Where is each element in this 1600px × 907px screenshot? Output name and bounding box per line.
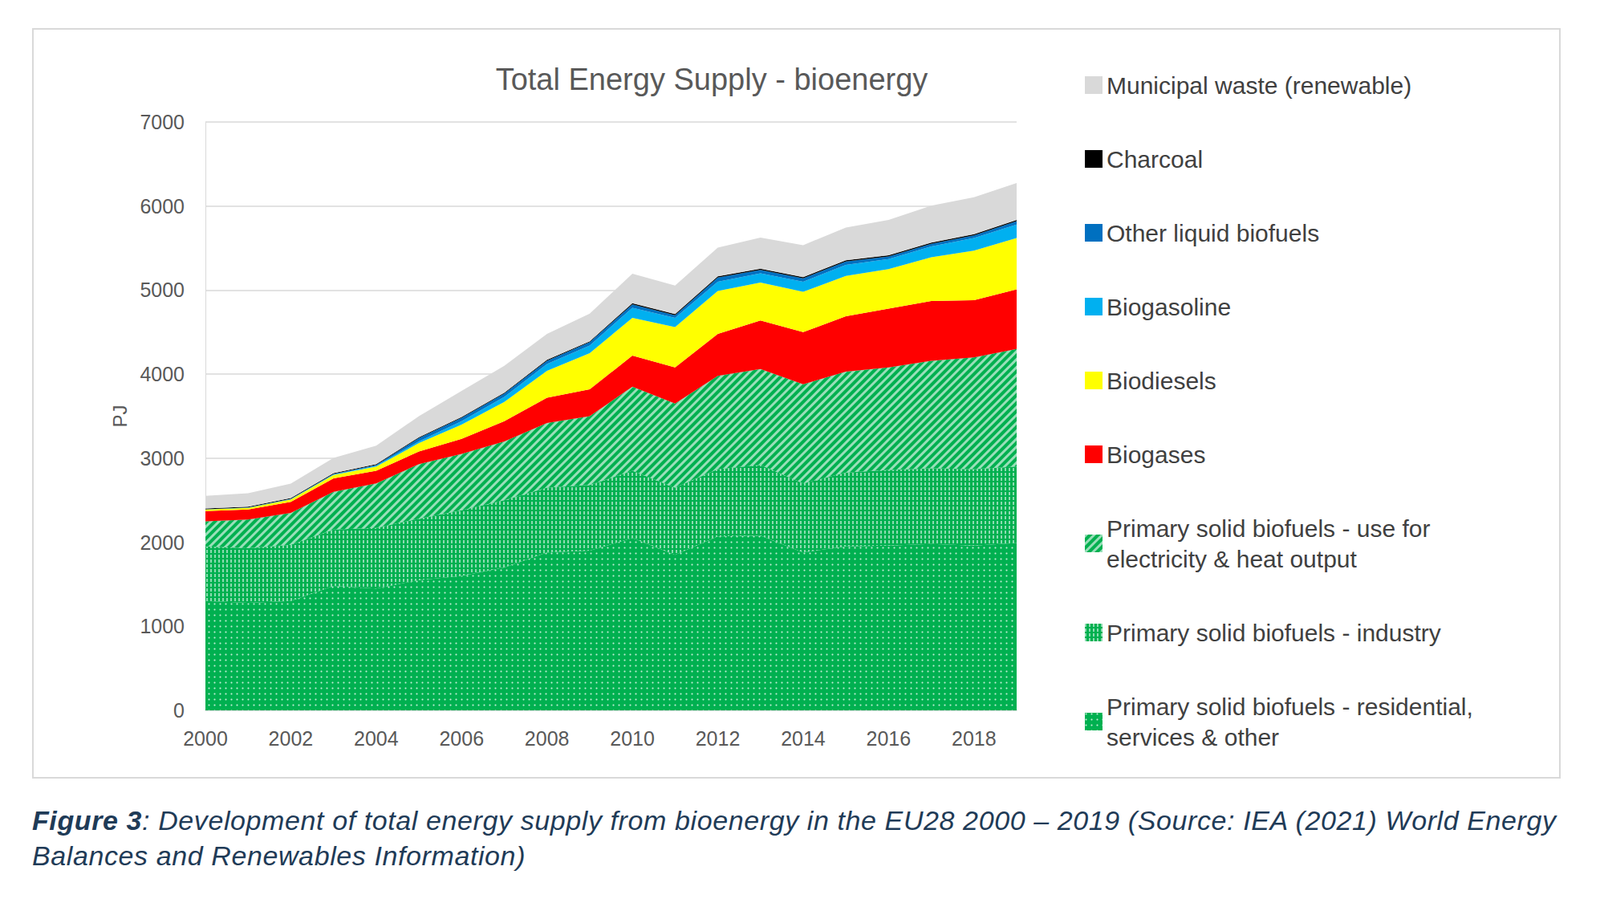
svg-text:Other liquid biofuels: Other liquid biofuels <box>1106 219 1320 247</box>
svg-text:Charcoal: Charcoal <box>1106 146 1203 173</box>
svg-text:2018: 2018 <box>951 726 997 750</box>
svg-text:2006: 2006 <box>438 726 484 750</box>
svg-text:2008: 2008 <box>524 726 570 750</box>
svg-text:2014: 2014 <box>780 726 826 750</box>
svg-text:2012: 2012 <box>695 726 741 750</box>
svg-text:3000: 3000 <box>139 446 185 470</box>
svg-text:Primary solid biofuels - resid: Primary solid biofuels - residential, <box>1106 693 1480 720</box>
svg-text:Biodiesels: Biodiesels <box>1106 367 1217 394</box>
svg-text:2000: 2000 <box>139 531 185 554</box>
svg-text:2000: 2000 <box>182 726 228 750</box>
svg-text:2002: 2002 <box>268 726 314 750</box>
svg-text:6000: 6000 <box>139 194 185 218</box>
svg-text:Primary solid biofuels - use f: Primary solid biofuels - use for <box>1106 515 1438 542</box>
svg-text:2004: 2004 <box>353 726 399 750</box>
svg-text:PJ: PJ <box>109 404 131 427</box>
svg-text:1000: 1000 <box>139 614 185 638</box>
svg-text:5000: 5000 <box>139 278 185 301</box>
svg-text:2016: 2016 <box>866 726 912 750</box>
svg-text:Biogasoline: Biogasoline <box>1106 293 1231 321</box>
svg-text:0: 0 <box>173 698 185 722</box>
svg-text:electricity & heat output: electricity & heat output <box>1106 545 1358 573</box>
svg-text:Primary solid biofuels - indus: Primary solid biofuels - industry <box>1106 619 1442 646</box>
svg-text:4000: 4000 <box>139 362 185 386</box>
svg-text:Municipal waste (renewable): Municipal waste (renewable) <box>1106 72 1412 99</box>
svg-text:Biogases: Biogases <box>1106 441 1206 468</box>
svg-text:7000: 7000 <box>139 110 185 134</box>
svg-text:services & other: services & other <box>1106 723 1280 751</box>
html-text:Figure 3: Development of total: Figure 3: Development of total energy su… <box>32 804 1557 871</box>
svg-text:2010: 2010 <box>609 726 655 750</box>
svg-text:Total Energy Supply - bioenerg: Total Energy Supply - bioenergy <box>495 62 929 97</box>
